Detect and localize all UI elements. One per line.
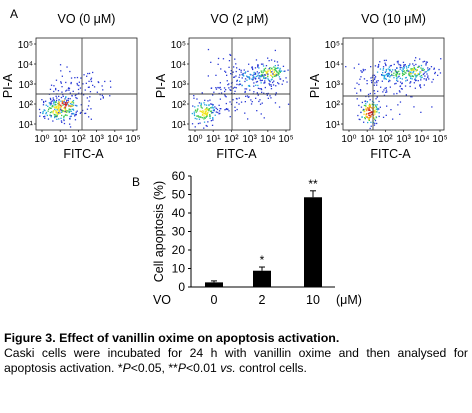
category-label: 2 — [259, 293, 266, 307]
x-tick-label: 10⁰ — [34, 134, 49, 145]
flow-plot-title: VO (2 μM) — [211, 12, 269, 26]
x-tick-label: 10⁴ — [107, 134, 122, 145]
x-tick-label: 10¹ — [360, 134, 375, 145]
category-label: 0 — [211, 293, 218, 307]
y-axis-label: PI-A — [1, 73, 15, 98]
y-tick-label: 10³ — [19, 80, 34, 91]
caption-vs: vs. — [220, 361, 236, 375]
panel-label-a: A — [10, 7, 18, 21]
apoptosis-bar-chart: 0 10 20 30 40 50 60 Cell apoptosis (%) 0 * 2 ** 10 VO… — [152, 169, 362, 307]
x-tick-label: 10³ — [396, 134, 411, 145]
x-tick-label: 10⁵ — [432, 134, 447, 145]
bar-10 — [304, 197, 322, 287]
flow-plot-title: VO (0 μM) — [58, 12, 116, 26]
figure-caption: Figure 3. Effect of vanillin oxime on ap… — [4, 331, 468, 376]
event-dots — [191, 48, 290, 129]
caption-p2-value: <0.01 — [185, 361, 221, 375]
y-tick-label: 10³ — [172, 80, 187, 91]
bar-y-tick-label: 40 — [172, 206, 186, 220]
y-axis-label: PI-A — [308, 73, 322, 98]
bar-y-tick-label: 30 — [172, 225, 186, 239]
flow-plot-title: VO (10 μM) — [361, 12, 426, 26]
x-tick-label: 10¹ — [53, 134, 68, 145]
y-tick-label: 10² — [19, 100, 34, 111]
significance-marker: * — [260, 253, 265, 267]
category-label: 10 — [306, 293, 320, 307]
x-tick-label: 10³ — [89, 134, 104, 145]
bar-y-axis-label: Cell apoptosis (%) — [152, 181, 166, 282]
y-tick-label: 10⁵ — [325, 40, 340, 51]
y-tick-label: 10² — [172, 100, 187, 111]
y-axis-label: PI-A — [154, 73, 168, 98]
x-tick-label: 10² — [71, 134, 86, 145]
x-axis-label: FITC-A — [63, 147, 104, 161]
x-tick-label: 10² — [378, 134, 393, 145]
x-tick-label: 10⁵ — [125, 134, 140, 145]
x-tick-label: 10⁰ — [341, 134, 356, 145]
bar-y-tick-label: 60 — [172, 169, 186, 183]
caption-body-1: Caski cells were incubated for 24 h with… — [4, 346, 468, 375]
x-tick-label: 10² — [224, 134, 239, 145]
bar-y-tick-label: 50 — [172, 188, 186, 202]
x-unit-label: (μM) — [336, 293, 362, 307]
y-tick-label: 10¹ — [326, 120, 341, 131]
bar-y-tick-label: 10 — [172, 262, 186, 276]
bar-0 — [205, 282, 223, 287]
x-tick-label: 10⁴ — [260, 134, 275, 145]
y-tick-label: 10¹ — [172, 120, 187, 131]
bar-2 — [253, 270, 271, 287]
x-axis-label: FITC-A — [370, 147, 411, 161]
y-tick-label: 10¹ — [19, 120, 34, 131]
y-tick-label: 10⁵ — [18, 40, 33, 51]
caption-p1-variable: P — [122, 361, 131, 375]
y-tick-label: 10³ — [326, 80, 341, 91]
bar-y-tick-label: 20 — [172, 243, 186, 257]
caption-p2-variable: P — [177, 361, 186, 375]
caption-body-end: control cells. — [235, 361, 307, 375]
caption-p1-value: <0.05, ** — [130, 361, 178, 375]
x-tick-label: 10⁵ — [278, 134, 293, 145]
event-dots — [38, 64, 112, 128]
y-tick-label: 10⁴ — [325, 60, 340, 71]
x-tick-label: 10⁴ — [414, 134, 429, 145]
caption-title: Figure 3. Effect of vanillin oxime on ap… — [4, 331, 340, 345]
y-tick-label: 10² — [326, 100, 341, 111]
y-tick-label: 10⁴ — [171, 60, 186, 71]
significance-marker: ** — [308, 177, 318, 191]
y-tick-label: 10⁴ — [18, 60, 33, 71]
y-tick-label: 10⁵ — [171, 40, 186, 51]
x-prefix-label: VO — [153, 293, 171, 307]
bar-y-tick-label: 0 — [178, 280, 185, 294]
panel-label-b: B — [132, 175, 140, 189]
x-tick-label: 10¹ — [206, 134, 221, 145]
x-tick-label: 10³ — [242, 134, 257, 145]
x-axis-label: FITC-A — [216, 147, 257, 161]
event-dots — [345, 57, 442, 130]
x-tick-label: 10⁰ — [187, 134, 202, 145]
